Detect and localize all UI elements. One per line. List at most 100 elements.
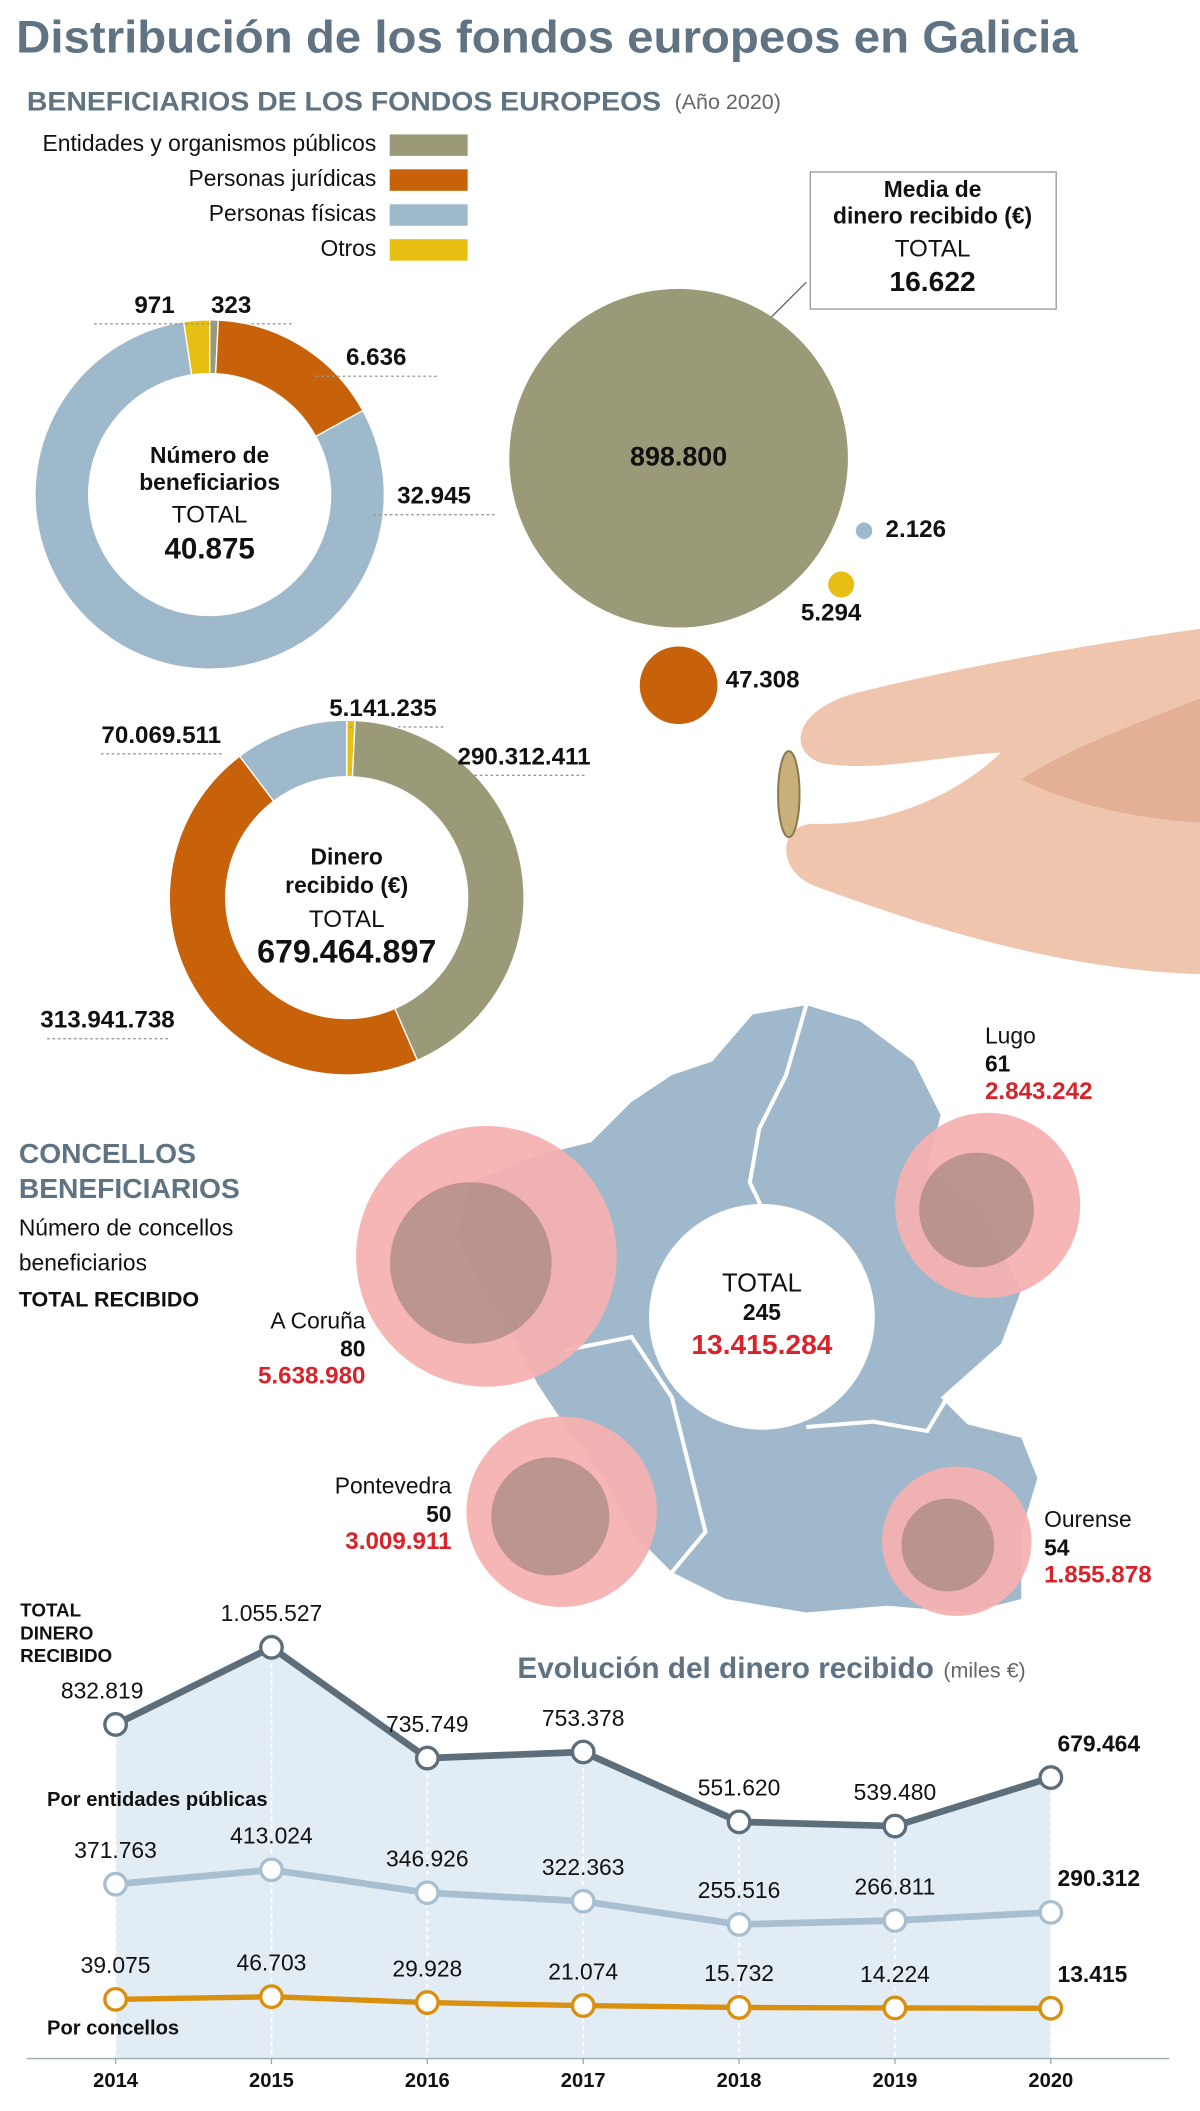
donut-segment [238, 719, 348, 803]
region-count: 50 [426, 1501, 451, 1527]
value-label: 832.819 [61, 1677, 144, 1703]
center-label: Número de [150, 442, 269, 468]
total-count: 245 [743, 1299, 781, 1325]
center-label: beneficiarios [139, 469, 280, 495]
value-label: 290.312 [1058, 1865, 1141, 1891]
value-label: 29.928 [392, 1955, 462, 1981]
legend-swatch [389, 204, 468, 226]
marker [726, 1995, 752, 2020]
province-border [563, 1334, 708, 1574]
marker [414, 1880, 440, 1906]
value-label: 47.308 [726, 667, 800, 694]
section-subtitle: Número de concellos [19, 1215, 233, 1241]
x-tick-label: 2016 [405, 2070, 450, 2092]
region-amount: 1.855.878 [1044, 1562, 1152, 1589]
marker [1038, 1995, 1064, 2021]
marker [259, 1857, 284, 1883]
center-total-word: TOTAL [172, 501, 248, 528]
total-label: TOTAL [722, 1269, 802, 1297]
hand-illustration [777, 628, 1200, 975]
value-label: 551.620 [698, 1775, 781, 1801]
value-label: 39.075 [81, 1952, 151, 1978]
chart-subtitle: (miles €) [943, 1658, 1025, 1682]
marker [570, 1888, 596, 1914]
province-border [747, 1004, 809, 1217]
box-total-word: TOTAL [895, 235, 971, 262]
hand-shadow [1021, 698, 1200, 823]
region-count: 54 [1044, 1534, 1070, 1560]
marker [882, 1813, 908, 1839]
center-total: 679.464.897 [257, 934, 436, 970]
value-label: 255.516 [698, 1877, 781, 1903]
value-label: 898.800 [630, 441, 727, 471]
value-label: 2.126 [886, 516, 947, 543]
bubble [509, 288, 848, 628]
legend-swatch [389, 134, 468, 156]
value-label: 735.749 [386, 1711, 469, 1737]
legend-swatch [389, 239, 468, 261]
region-name: Lugo [985, 1022, 1036, 1048]
value-label: 5.141.235 [329, 695, 437, 722]
value-label: 346.926 [386, 1846, 469, 1872]
page-title: Distribución de los fondos europeos en G… [16, 11, 1078, 62]
value-label: 1.055.527 [221, 1600, 323, 1626]
center-total-word: TOTAL [309, 906, 385, 933]
region-name: A Coruña [270, 1307, 365, 1333]
value-label: 15.732 [704, 1960, 774, 1986]
marker [1038, 1765, 1064, 1791]
marker [882, 1995, 908, 2021]
region-coast [901, 1498, 995, 1592]
marker [414, 1745, 440, 1771]
total-circle [649, 1203, 875, 1430]
chart-title: Evolución del dinero recibido [517, 1652, 934, 1685]
marker [726, 1911, 752, 1937]
donut-segment [351, 719, 525, 1062]
area [115, 1647, 1051, 2059]
value-label: 266.811 [855, 1873, 936, 1899]
value-label: 323 [211, 292, 251, 319]
marker [726, 1809, 752, 1835]
region-amount: 3.009.911 [345, 1528, 451, 1555]
value-label: 679.464 [1058, 1730, 1141, 1756]
region-coast [390, 1182, 552, 1344]
section-subtitle: beneficiarios [19, 1249, 147, 1275]
value-label: 21.074 [548, 1958, 618, 1984]
legend-label: Personas jurídicas [188, 165, 376, 191]
value-label: 753.378 [542, 1705, 625, 1731]
series-label: TOTAL DINERO RECIBIDO [20, 1599, 113, 1667]
value-label: 413.024 [230, 1823, 313, 1849]
x-tick-label: 2015 [249, 2070, 294, 2092]
section-subtitle: (Año 2020) [675, 90, 781, 114]
marker [882, 1908, 908, 1933]
value-label: 46.703 [237, 1950, 307, 1976]
marker [259, 1634, 284, 1660]
value-label: 971 [134, 292, 174, 319]
value-label: 539.480 [854, 1779, 937, 1805]
donut-segment [34, 320, 386, 670]
legend-label: Otros [320, 235, 376, 261]
bubble [855, 522, 873, 540]
legend-label: Personas físicas [209, 200, 376, 226]
series-label: Por concellos [47, 2017, 179, 2039]
marker [103, 1712, 129, 1737]
value-label: 322.363 [542, 1854, 625, 1880]
region-count: 80 [340, 1335, 365, 1361]
hand [786, 628, 1200, 975]
marker [414, 1990, 440, 2015]
average-box [809, 171, 1057, 310]
section-title: BENEFICIARIOS [19, 1172, 240, 1204]
value-label: 290.312.411 [458, 743, 591, 770]
region-coast [919, 1152, 1034, 1268]
total-amount: 13.415.284 [691, 1328, 832, 1360]
box-total: 16.622 [889, 265, 975, 297]
bubble [639, 646, 718, 725]
value-label: 32.945 [397, 483, 471, 510]
bubble [828, 571, 855, 598]
series-label-text: TOTAL DINERO RECIBIDO [20, 1599, 113, 1667]
region-name: Pontevedra [335, 1473, 452, 1499]
x-tick-label: 2019 [873, 2070, 918, 2092]
center-label: Dinero [311, 844, 383, 870]
series-label: Por entidades públicas [47, 1789, 268, 1811]
